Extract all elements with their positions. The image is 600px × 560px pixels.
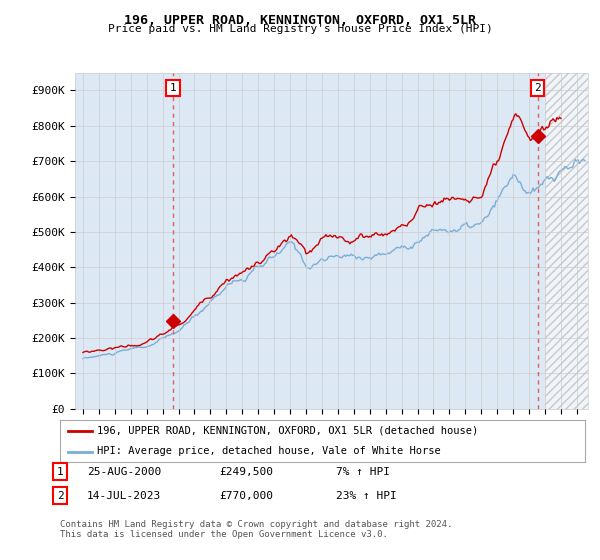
Text: 23% ↑ HPI: 23% ↑ HPI [336,491,397,501]
Text: £770,000: £770,000 [219,491,273,501]
Text: HPI: Average price, detached house, Vale of White Horse: HPI: Average price, detached house, Vale… [97,446,440,456]
Text: Price paid vs. HM Land Registry's House Price Index (HPI): Price paid vs. HM Land Registry's House … [107,24,493,34]
Text: 196, UPPER ROAD, KENNINGTON, OXFORD, OX1 5LR: 196, UPPER ROAD, KENNINGTON, OXFORD, OX1… [124,14,476,27]
Text: 1: 1 [56,466,64,477]
Text: 14-JUL-2023: 14-JUL-2023 [87,491,161,501]
Text: 196, UPPER ROAD, KENNINGTON, OXFORD, OX1 5LR (detached house): 196, UPPER ROAD, KENNINGTON, OXFORD, OX1… [97,426,478,436]
Text: £249,500: £249,500 [219,466,273,477]
Text: Contains HM Land Registry data © Crown copyright and database right 2024.
This d: Contains HM Land Registry data © Crown c… [60,520,452,539]
Text: 1: 1 [170,83,176,93]
Text: 25-AUG-2000: 25-AUG-2000 [87,466,161,477]
Text: 2: 2 [56,491,64,501]
Text: 2: 2 [534,83,541,93]
Text: 7% ↑ HPI: 7% ↑ HPI [336,466,390,477]
